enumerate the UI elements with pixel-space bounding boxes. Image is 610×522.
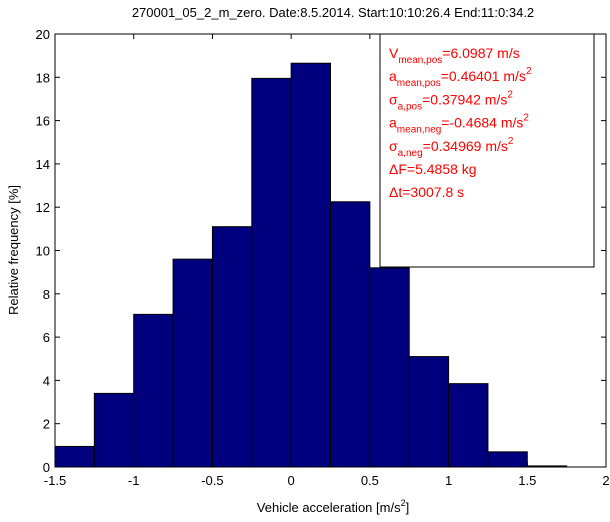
histogram-bar [133, 313, 174, 468]
y-axis-label: Relative frequency [%] [6, 185, 21, 315]
y-tick-label: 20 [36, 27, 50, 42]
annotation-line: Vmean,pos=6.0987 m/s [389, 45, 520, 66]
y-tick-label: 10 [36, 244, 50, 259]
y-tick-label: 16 [36, 114, 50, 129]
annotation-subscript: mean,pos [398, 55, 442, 66]
x-axis-label-text: Vehicle acceleration [m/s [257, 500, 401, 515]
annotation-symbol: σ [389, 138, 398, 154]
histogram-bar [408, 356, 450, 468]
histogram-bar [211, 226, 253, 468]
histogram-bar [54, 445, 95, 468]
histogram-bar [93, 392, 135, 468]
annotation-superscript: 2 [508, 136, 514, 147]
x-tick-label: 2 [602, 473, 609, 488]
annotation-line: ΔF=5.4858 kg [389, 161, 477, 177]
y-tick-label: 12 [36, 200, 50, 215]
annotation-line: Δt=3007.8 s [389, 184, 464, 200]
annotation-subscript: mean,pos [397, 78, 441, 89]
annotation-line: σa,pos=0.37942 m/s2 [389, 89, 513, 112]
chart-title: 270001_05_2_m_zero. Date:8.5.2014. Start… [132, 5, 534, 20]
histogram-bar [448, 383, 489, 468]
y-tick-label: 14 [36, 157, 50, 172]
annotation-value: =-0.4684 m/s [441, 115, 523, 131]
annotation-symbol: a [389, 68, 397, 84]
annotation-value: =0.37942 m/s [422, 91, 507, 107]
annotation-superscript: 2 [523, 113, 529, 124]
annotation-superscript: 2 [507, 89, 513, 100]
annotation-value: =6.0987 m/s [442, 45, 519, 61]
annotation-line: amean,pos=0.46401 m/s2 [389, 66, 532, 89]
y-tick-label: 2 [43, 417, 50, 432]
annotation-superscript: 2 [526, 66, 532, 77]
x-tick-label: 0 [288, 473, 295, 488]
y-tick-label: 8 [43, 287, 50, 302]
annotation-subscript: a,neg [398, 148, 423, 159]
y-tick-label: 18 [36, 70, 50, 85]
histogram-bar [290, 62, 331, 468]
x-tick-label: 1.5 [518, 473, 536, 488]
x-axis-label-end: ] [406, 500, 410, 515]
histogram-bar [369, 267, 410, 468]
annotation-subscript: a,pos [398, 101, 422, 112]
annotation-line: σa,neg=0.34969 m/s2 [389, 136, 514, 159]
histogram-bar [487, 451, 528, 468]
x-tick-label: -1.5 [44, 473, 66, 488]
bars-group [54, 62, 568, 468]
x-tick-label: 1 [445, 473, 452, 488]
x-axis-label-sup: 2 [401, 498, 406, 508]
annotation-value: =3007.8 s [402, 184, 464, 200]
y-tick-label: 0 [43, 460, 50, 475]
annotation-value: =0.46401 m/s [441, 68, 526, 84]
x-axis-label: Vehicle acceleration [m/s2] [257, 498, 409, 515]
y-tick-label: 4 [43, 373, 50, 388]
annotation-symbol: ΔF [389, 161, 407, 177]
x-tick-label: -1 [128, 473, 140, 488]
x-tick-label: -0.5 [201, 473, 223, 488]
annotation-symbol: σ [389, 91, 398, 107]
y-tick-label: 6 [43, 330, 50, 345]
histogram-bar [172, 258, 213, 468]
x-tick-label: 0.5 [361, 473, 379, 488]
annotation-symbol: Δt [389, 184, 402, 200]
annotation-box [379, 33, 595, 268]
annotation-subscript: mean,neg [397, 125, 441, 136]
histogram-bar [251, 77, 292, 468]
annotation-line: amean,neg=-0.4684 m/s2 [389, 113, 529, 136]
annotation-value: =5.4858 kg [407, 161, 477, 177]
annotation-value: =0.34969 m/s [423, 138, 508, 154]
histogram-bar [330, 201, 371, 468]
annotation-symbol: V [389, 45, 399, 61]
annotation-symbol: a [389, 115, 397, 131]
